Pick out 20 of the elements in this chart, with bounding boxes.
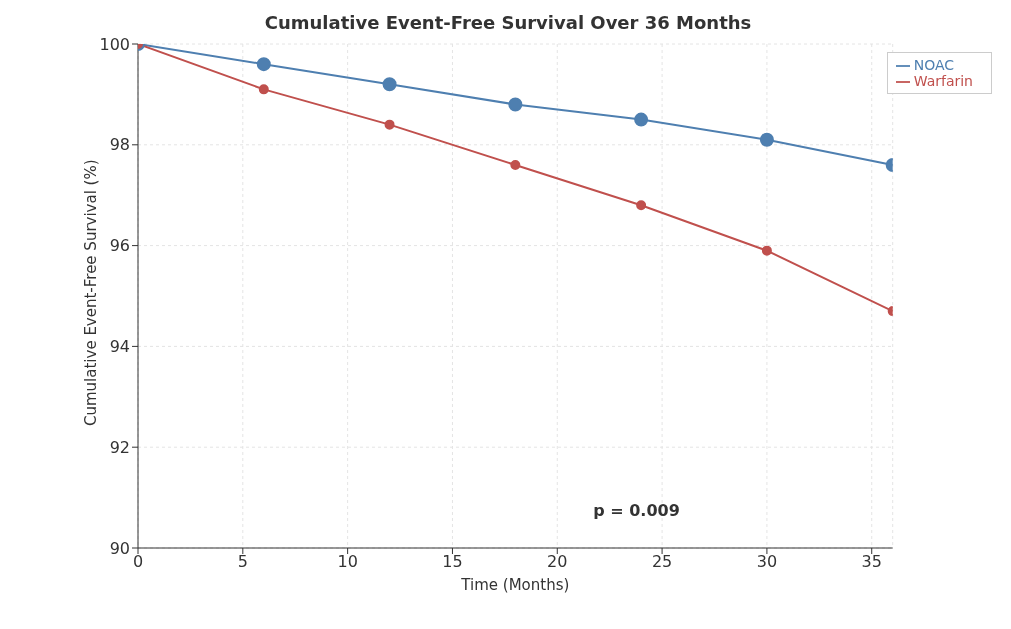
x-axis-title: Time (Months) [460, 576, 570, 594]
y-tick-label: 92 [109, 437, 130, 457]
chart-title: Cumulative Event-Free Survival Over 36 Months [263, 12, 753, 33]
x-tick-label: 0 [132, 552, 144, 572]
y-axis-title: Cumulative Event-Free Survival (%) [82, 159, 101, 426]
x-tick-label: 5 [237, 552, 248, 572]
y-tick-label: 98 [109, 135, 130, 155]
y-tick-label: 96 [109, 236, 130, 256]
y-tick-label: 100 [99, 34, 130, 54]
legend-label: Warfarin [913, 73, 973, 89]
x-tick-label: 25 [651, 552, 673, 572]
annotation: p = 0.009 [593, 500, 680, 520]
x-tick-label: 20 [547, 552, 568, 572]
legend-label: NOAC [913, 57, 955, 73]
x-tick-label: 10 [337, 552, 358, 572]
x-tick-label: 15 [442, 552, 463, 572]
x-tick-label: 35 [861, 552, 882, 572]
y-tick-label: 90 [109, 538, 130, 558]
x-tick-label: 30 [756, 552, 778, 572]
y-tick-label: 94 [109, 337, 130, 357]
